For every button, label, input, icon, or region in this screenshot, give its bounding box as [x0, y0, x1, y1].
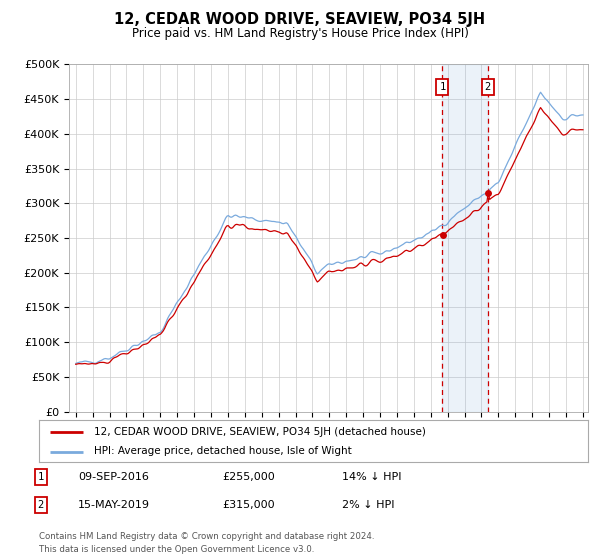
Text: 1: 1	[38, 472, 44, 482]
Text: 15-MAY-2019: 15-MAY-2019	[78, 500, 150, 510]
Bar	[442, 64, 488, 412]
Text: 2: 2	[485, 82, 491, 92]
Text: £255,000: £255,000	[222, 472, 275, 482]
Text: 14% ↓ HPI: 14% ↓ HPI	[342, 472, 401, 482]
Text: Contains HM Land Registry data © Crown copyright and database right 2024.: Contains HM Land Registry data © Crown c…	[39, 532, 374, 541]
Text: £315,000: £315,000	[222, 500, 275, 510]
Text: 12, CEDAR WOOD DRIVE, SEAVIEW, PO34 5JH: 12, CEDAR WOOD DRIVE, SEAVIEW, PO34 5JH	[115, 12, 485, 27]
Text: 2% ↓ HPI: 2% ↓ HPI	[342, 500, 395, 510]
Text: Price paid vs. HM Land Registry's House Price Index (HPI): Price paid vs. HM Land Registry's House …	[131, 27, 469, 40]
Text: This data is licensed under the Open Government Licence v3.0.: This data is licensed under the Open Gov…	[39, 545, 314, 554]
Text: 1: 1	[439, 82, 446, 92]
Text: 2: 2	[38, 500, 44, 510]
Text: 12, CEDAR WOOD DRIVE, SEAVIEW, PO34 5JH (detached house): 12, CEDAR WOOD DRIVE, SEAVIEW, PO34 5JH …	[94, 427, 426, 437]
Text: 09-SEP-2016: 09-SEP-2016	[78, 472, 149, 482]
Text: HPI: Average price, detached house, Isle of Wight: HPI: Average price, detached house, Isle…	[94, 446, 352, 456]
